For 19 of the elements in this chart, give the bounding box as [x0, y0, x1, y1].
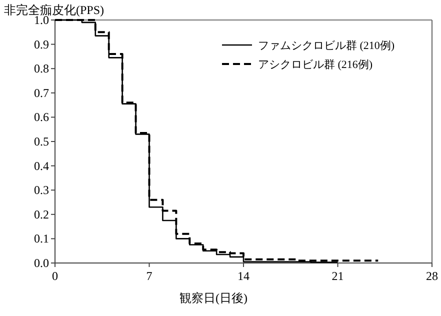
x-axis-title: 観察日(日後)	[180, 291, 248, 305]
y-tick-label: 0.9	[34, 37, 49, 52]
y-tick-label: 0.6	[34, 110, 49, 124]
y-tick-label: 0.0	[34, 256, 49, 270]
x-tick-label: 28	[426, 269, 438, 283]
legend-label: アシクロビル群 (216例)	[258, 59, 373, 71]
x-tick-label: 0	[52, 269, 58, 283]
y-tick-label: 0.3	[34, 183, 49, 198]
x-tick-label: 14	[238, 269, 250, 283]
y-tick-label: 0.7	[34, 86, 49, 100]
y-tick-label: 0.5	[34, 134, 49, 148]
y-axis-title: 非完全痂皮化(PPS)	[4, 3, 104, 17]
x-tick-label: 21	[332, 269, 344, 283]
y-tick-label: 0.4	[34, 158, 49, 173]
y-tick-label: 0.8	[34, 62, 49, 76]
x-tick-label: 7	[146, 269, 152, 283]
legend-label: ファムシクロビル群 (210例)	[258, 40, 395, 52]
y-tick-label: 0.1	[34, 232, 49, 246]
y-tick-label: 0.2	[34, 207, 49, 222]
